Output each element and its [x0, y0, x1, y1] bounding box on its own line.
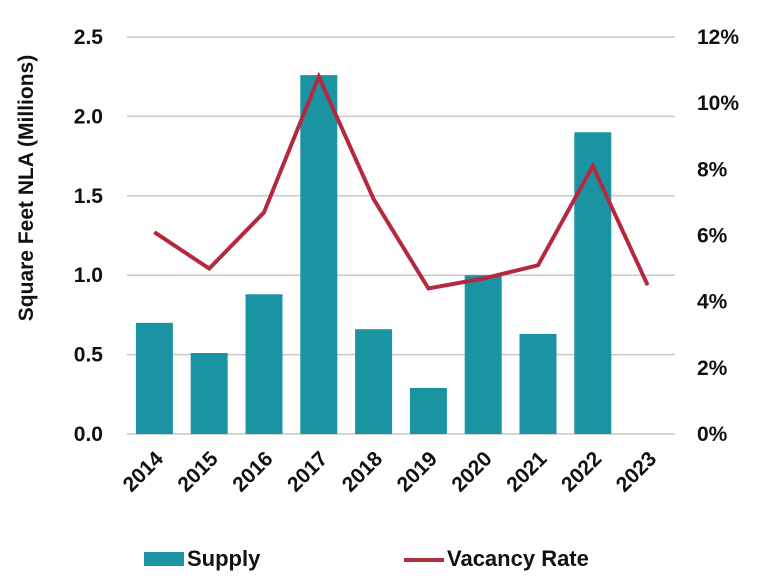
bar-2016: [245, 294, 283, 434]
vacancy-point-2014: [153, 231, 155, 233]
x-axis-ticks: 2014 2015 2016 2017 2018 2019 2020 2021 2022 2023: [119, 447, 661, 497]
y2-tick-label: 2%: [697, 357, 728, 380]
y-tick-label: 0.0: [74, 423, 103, 446]
x-tick-label: 2020: [447, 447, 496, 496]
legend: Supply Vacancy Rate: [144, 546, 589, 571]
y-tick-label: 2.5: [74, 26, 104, 49]
x-tick-label: 2021: [502, 447, 552, 497]
vacancy-point-2015: [208, 268, 210, 270]
supply-bars: [135, 75, 612, 434]
left-axis-ticks: 0.0 0.5 1.0 1.5 2.0 2.5: [74, 26, 104, 446]
bar-2020: [464, 275, 502, 434]
y2-tick-label: 12%: [697, 26, 739, 49]
x-tick-label: 2015: [173, 447, 223, 497]
vacancy-point-2019: [427, 287, 429, 289]
x-tick-label: 2023: [612, 447, 661, 496]
x-tick-label: 2014: [119, 447, 169, 497]
y-tick-label: 0.5: [74, 344, 104, 367]
vacancy-point-2021: [537, 264, 539, 266]
right-axis-ticks: 0% 2% 4% 6% 8% 10% 12%: [697, 26, 739, 446]
bar-2022: [574, 132, 612, 434]
vacancy-point-2023: [647, 284, 649, 286]
vacancy-rate-polyline: [153, 71, 650, 291]
vacancy-point-2017: [318, 76, 320, 78]
y2-tick-label: 8%: [697, 158, 728, 181]
bar-2017: [300, 75, 338, 434]
legend-label-vacancy-rate: Vacancy Rate: [447, 546, 589, 571]
bar-2014: [135, 322, 173, 434]
vacancy-point-2020: [482, 278, 484, 280]
vacancy-point-2018: [373, 198, 375, 200]
y-axis-title: Square Feet NLA (Millions): [15, 55, 38, 321]
x-tick-label: 2022: [557, 447, 606, 496]
y2-tick-label: 0%: [697, 423, 728, 446]
x-tick-label: 2016: [228, 447, 277, 496]
y2-tick-label: 6%: [697, 225, 728, 248]
bar-2015: [190, 353, 228, 434]
legend-swatch-supply: [144, 552, 184, 566]
vacancy-point-2022: [592, 165, 594, 167]
x-tick-label: 2019: [393, 447, 442, 496]
y-tick-label: 1.0: [74, 264, 103, 287]
x-tick-label: 2018: [338, 447, 388, 497]
vacancy-rate-line: [153, 71, 650, 291]
bar-2019: [409, 387, 447, 434]
y-tick-label: 2.0: [74, 105, 103, 128]
y2-tick-label: 10%: [697, 92, 739, 115]
legend-label-supply: Supply: [187, 546, 261, 571]
x-tick-label: 2017: [283, 447, 332, 496]
bar-2021: [519, 333, 557, 434]
y2-tick-label: 4%: [697, 291, 728, 314]
bar-2018: [355, 329, 393, 434]
vacancy-point-2016: [263, 211, 265, 213]
y-tick-label: 1.5: [74, 185, 104, 208]
